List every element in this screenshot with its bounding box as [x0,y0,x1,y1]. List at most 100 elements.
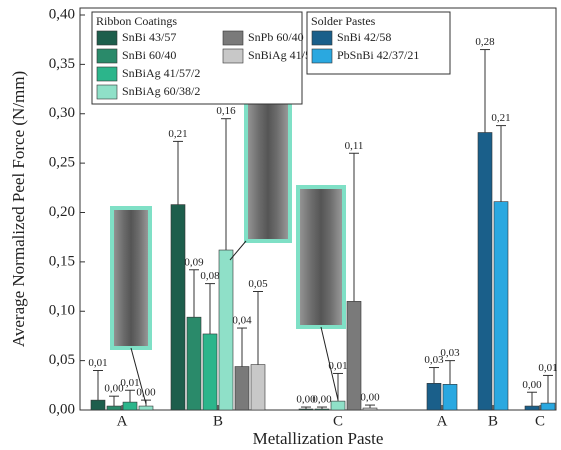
legend-swatch [311,48,333,64]
legend-swatch [96,84,118,100]
error-bar [301,406,311,410]
legend-swatch [311,30,333,46]
error-bar [543,374,553,404]
inset-arrow [229,240,247,261]
y-tick-label: 0,15 [49,253,75,269]
x-tick-label: C [333,413,343,429]
bar [138,405,154,411]
legend-swatch [222,30,244,46]
value-label: 0,16 [216,105,236,117]
error-bar [365,404,375,409]
y-tick-label: 0,35 [49,56,75,72]
error-bar [445,360,455,385]
y-axis-title: Average Normalized Peel Force (N/mm) [9,71,28,347]
value-label: 0,00 [312,394,332,406]
y-tick-label: 0,20 [49,204,75,220]
bar [330,400,346,411]
legend-label: PbSnBi 42/37/21 [337,48,419,62]
y-tick-label: 0,00 [49,401,75,417]
value-label: 0,01 [120,377,139,389]
y-tick-label: 0,25 [49,155,75,171]
bar [362,407,378,411]
legend-box [91,11,303,105]
bar [234,366,250,411]
legend-title: Ribbon Coatings [96,14,177,28]
value-label: 0,08 [200,270,220,282]
value-label: 0,05 [248,278,268,290]
value-label: 0,00 [296,394,316,406]
y-tick-label: 0,10 [49,303,75,319]
inset-image [296,185,346,329]
bar [218,249,234,411]
bar [493,201,509,411]
value-label: 0,00 [136,387,156,399]
value-label: 0,01 [538,362,557,374]
x-tick-label: B [488,413,498,429]
value-label: 0,01 [328,360,347,372]
value-label: 0,03 [424,354,444,366]
legend-swatch [222,48,244,64]
value-label: 0,03 [440,347,460,359]
legend-label: SnBiAg 41/57/2 [122,66,200,80]
value-label: 0,11 [345,140,364,152]
bar [426,383,442,411]
error-bar [93,370,103,401]
legend: Ribbon Coatings SnBi 43/57 SnBi 60/40 SnBiA… [91,11,451,105]
error-bar [109,395,119,407]
bar [524,405,540,411]
bars: 0,010,000,010,000,210,090,080,160,040,05… [88,36,558,411]
legend-label: SnBi 60/40 [122,48,176,62]
legend-title: Solder Pastes [311,14,376,28]
bar [250,364,266,411]
error-bar [496,125,506,202]
value-label: 0,04 [232,315,252,327]
bar [314,408,330,411]
value-label: 0,28 [475,36,495,48]
x-tick-label: A [437,413,448,429]
bar [170,204,186,411]
bar [202,333,218,411]
error-bar [349,152,359,302]
error-bar [173,140,183,205]
axes: 0,00 0,05 0,10 0,15 0,20 0,25 0,30 0,35 0,40 A B C A… [49,6,545,429]
bar [106,405,122,411]
inset-arrow [320,326,339,401]
y-tick-label: 0,40 [49,6,75,22]
inset-arrow [130,347,147,405]
error-bar [317,406,327,410]
error-bar [205,283,215,334]
x-tick-label: B [213,413,223,429]
y-tick-label: 0,30 [49,105,75,121]
bar [442,384,458,411]
error-bar [429,367,439,384]
error-bar [221,118,231,251]
error-bar [527,391,537,407]
y-tick-label: 0,05 [49,352,75,368]
bar [540,402,556,411]
error-bar [480,49,490,133]
x-tick-label: A [117,413,128,429]
bar [346,301,362,411]
legend-swatch [96,66,118,82]
error-bar [237,327,247,367]
error-bar [125,389,135,403]
x-axis-title: Metallization Paste [253,429,384,448]
value-label: 0,00 [522,379,542,391]
legend-label: SnBiAg 60/38/2 [122,84,200,98]
legend-label: SnPb 60/40 [248,30,304,44]
value-label: 0,09 [184,256,204,268]
legend-swatch [96,48,118,64]
value-label: 0,01 [88,357,107,369]
bar [298,408,314,411]
inset-image [244,99,292,243]
bar [477,132,493,411]
legend-label: SnBi 42/58 [337,30,391,44]
legend-label: SnBi 43/57 [122,30,176,44]
value-label: 0,21 [491,112,510,124]
bar [122,401,138,411]
bar [90,399,106,411]
x-tick-label: C [535,413,545,429]
error-bar [189,269,199,318]
value-label: 0,00 [360,392,380,404]
